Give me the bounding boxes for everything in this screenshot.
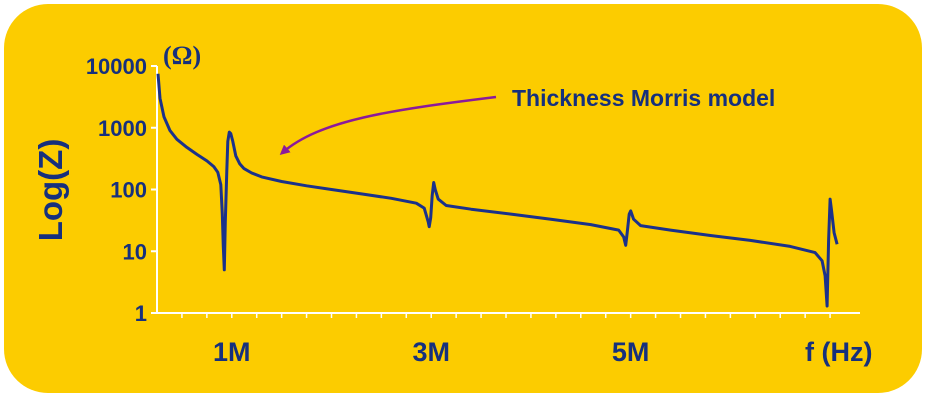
x-tick-label: 5M <box>612 337 650 367</box>
y-tick-label: 10000 <box>86 54 147 79</box>
x-tick-label: 3M <box>412 337 450 367</box>
x-axis-label: f (Hz) <box>805 337 872 367</box>
y-tick-label: 10 <box>123 239 147 264</box>
impedance-line <box>156 73 839 308</box>
y-axis-label: Log(Z) <box>32 139 69 242</box>
y-tick-labels: 1 10 100 1000 10000 <box>86 54 147 326</box>
x-tick-labels: 1M 3M 5M <box>213 337 649 367</box>
y-tick-label: 1000 <box>98 116 147 141</box>
axes <box>151 65 860 318</box>
y-tick-label: 1 <box>135 301 147 326</box>
y-tick-label: 100 <box>110 178 147 203</box>
y-axis-unit: (Ω) <box>163 41 201 70</box>
series-group <box>156 73 839 308</box>
x-tick-label: 1M <box>213 337 251 367</box>
annotation-text: Thickness Morris model <box>512 85 775 111</box>
annotation-arrow <box>279 95 497 155</box>
